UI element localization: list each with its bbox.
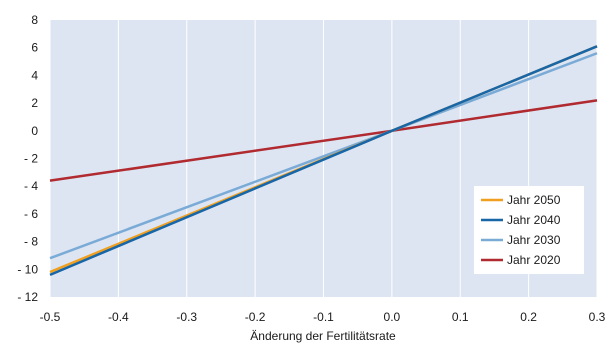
x-axis-ticks: -0.5 -0.4 -0.3 -0.2 -0.1 0.0 0.1 0.2 0.3 [40,310,606,324]
x-tick-label: 0.1 [452,310,469,324]
y-tick-label: - 6 [24,207,38,221]
x-tick-label: -0.4 [108,310,129,324]
series-line-jahr-2040 [49,45,598,276]
legend-label: Jahr 2030 [507,233,561,247]
legend-label: Jahr 2050 [507,193,561,207]
y-tick-label: - 10 [17,262,38,276]
x-tick-label: -0.5 [40,310,61,324]
legend: Jahr 2050 Jahr 2040 Jahr 2030 Jahr 2020 [474,186,584,274]
x-tick-label: -0.3 [176,310,197,324]
x-tick-label: -0.1 [313,310,334,324]
legend-label: Jahr 2020 [507,253,561,267]
series-lines [49,45,598,276]
x-tick-label: -0.2 [245,310,266,324]
y-tick-label: 0 [31,124,38,138]
x-tick-label: 0.2 [520,310,537,324]
x-tick-label: 0.3 [589,310,606,324]
legend-label: Jahr 2040 [507,213,561,227]
y-tick-label: 2 [31,96,38,110]
x-axis-title: Änderung der Fertilitätsrate [250,329,396,343]
y-tick-label: 6 [31,41,38,55]
grid-lines [49,20,598,297]
x-tick-label: 0.0 [384,310,401,324]
y-tick-label: - 12 [17,290,38,304]
y-tick-label: - 4 [24,179,38,193]
y-tick-label: - 2 [24,152,38,166]
y-tick-label: - 8 [24,235,38,249]
y-axis-ticks: 8 6 4 2 0 - 2 - 4 - 6 - 8 - 10 - 12 [17,13,38,304]
y-tick-label: 4 [31,68,38,82]
y-tick-label: 8 [31,13,38,27]
